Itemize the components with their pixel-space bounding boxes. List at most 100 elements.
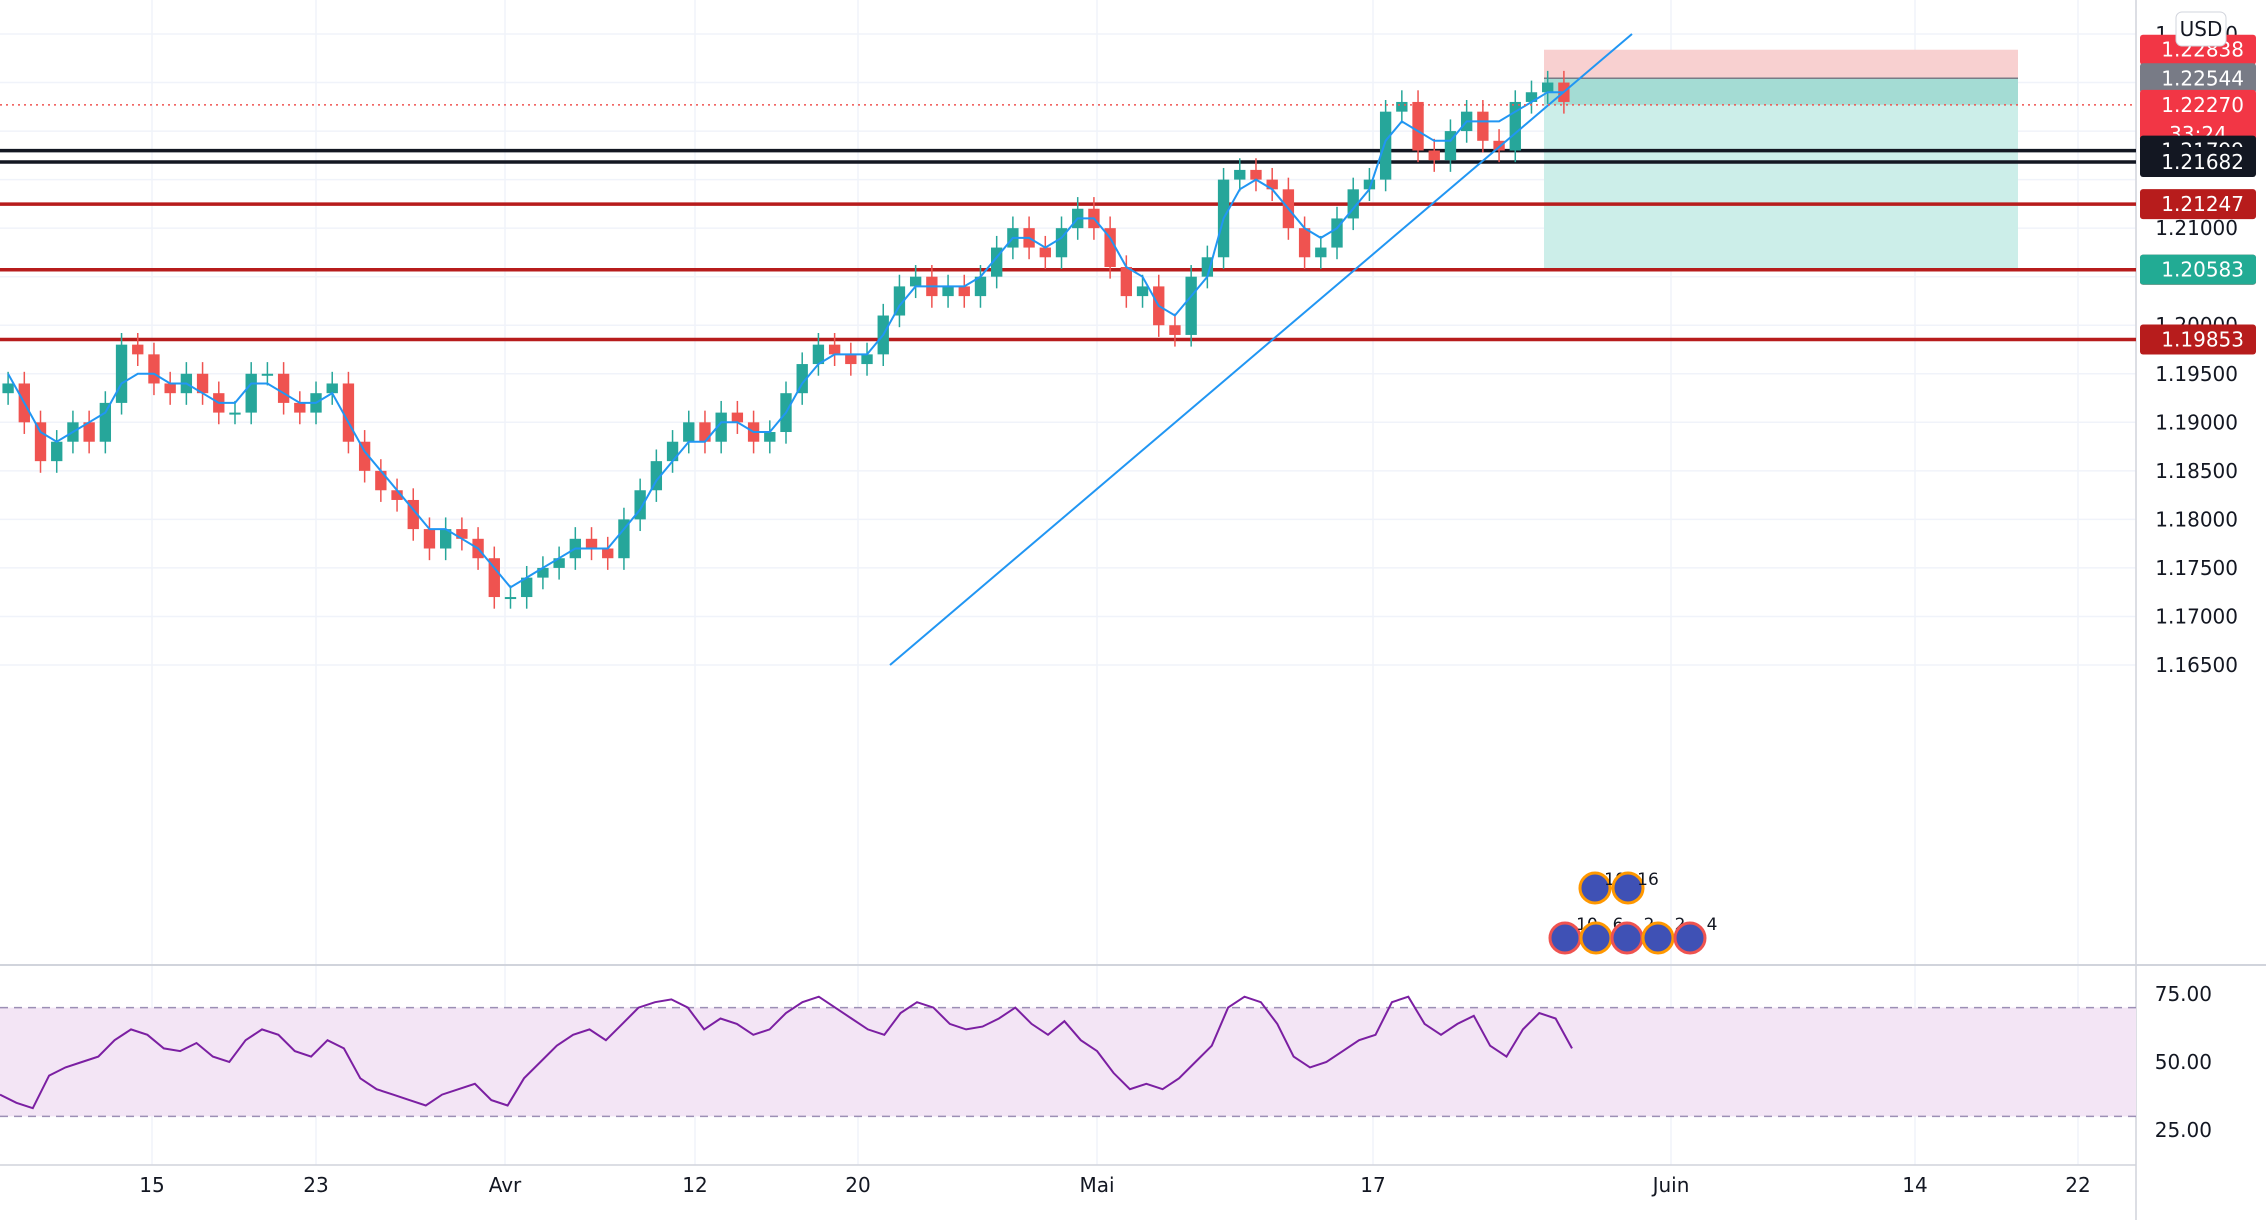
level-badge-text: 1.21682	[2161, 150, 2244, 174]
candle-body	[909, 276, 922, 287]
candle-body	[83, 422, 95, 442]
candle-body	[1136, 286, 1149, 297]
candle-body	[375, 470, 387, 491]
price-tick-label: 1.16500	[2155, 653, 2238, 677]
candle-body	[504, 597, 517, 600]
currency-label[interactable]: USD	[2175, 11, 2227, 47]
rsi-line	[0, 995, 1573, 1110]
horizontal-levels[interactable]	[0, 148, 2136, 342]
candle-body	[1315, 247, 1327, 258]
candle-body	[1509, 101, 1521, 151]
candle-body	[715, 412, 727, 442]
candle-body	[650, 461, 663, 491]
time-tick-label: Mai	[1079, 1173, 1114, 1197]
price-tick-label: 1.18000	[2155, 507, 2238, 531]
stop-badge	[2140, 34, 2256, 65]
candle-body	[488, 558, 500, 598]
candle-body	[958, 286, 970, 297]
candle-body	[423, 529, 436, 549]
candle-body	[618, 519, 630, 559]
candle-body	[666, 441, 679, 462]
moving-average-line	[7, 91, 1564, 589]
candle-body	[1234, 169, 1246, 180]
candle-body	[893, 286, 906, 316]
level-badge	[2140, 146, 2256, 177]
candle-body	[115, 344, 128, 403]
candle-body	[148, 354, 160, 384]
event-flag-icon	[1579, 921, 1613, 955]
candle-body	[1266, 179, 1278, 190]
entry-badge-text: 1.22544	[2161, 66, 2244, 90]
price-axis[interactable]: 1.230001.210001.200001.195001.190001.185…	[2155, 22, 2238, 1142]
candle-body	[1185, 276, 1197, 335]
candle-body	[407, 499, 419, 530]
rsi-tick-label: 25.00	[2155, 1118, 2212, 1142]
price-tick-label: 1.19500	[2155, 362, 2238, 386]
candle-body	[1347, 189, 1359, 219]
candle-body	[51, 441, 63, 462]
candle-body	[132, 344, 144, 355]
event-markers[interactable]: 1016106224	[1548, 870, 1717, 955]
candle-body	[1250, 169, 1262, 180]
open-profit-zone	[1544, 78, 2018, 105]
candle-body	[845, 354, 857, 365]
candle-body	[991, 247, 1003, 277]
time-axis[interactable]: 15 23 Avr 12 20 Mai 17 Juin 14 22	[139, 1173, 2090, 1197]
candle-body	[1493, 140, 1505, 151]
level-badge-text: 1.19853	[2161, 328, 2244, 352]
candle-body	[456, 529, 468, 539]
candle-body	[439, 529, 452, 549]
candle-body	[699, 422, 711, 442]
stop-loss-zone	[1544, 49, 2018, 79]
time-tick-label: 17	[1360, 1173, 1385, 1197]
position-tool[interactable]	[1544, 49, 2018, 269]
candle-body	[942, 286, 954, 297]
candle-body	[1298, 228, 1311, 258]
candle-body	[391, 490, 403, 500]
entry-badge	[2140, 63, 2256, 94]
candle-body	[602, 548, 614, 559]
event-flag-icon	[1641, 921, 1675, 955]
candle-body	[358, 441, 371, 471]
candle-body	[34, 422, 47, 462]
candle-body	[634, 490, 646, 520]
event-flag-icon	[1578, 871, 1612, 905]
candle-body	[1055, 228, 1068, 258]
candle-body	[196, 373, 209, 394]
price-badges: 1.228381.225441.2227033:241.217991.21682…	[2140, 34, 2256, 355]
candle-body	[1120, 266, 1133, 297]
level-badge	[2140, 324, 2256, 355]
candle-body	[342, 383, 355, 442]
time-tick-label: 20	[845, 1173, 870, 1197]
currency-text: USD	[2180, 17, 2223, 41]
price-tick-label: 1.17500	[2155, 556, 2238, 580]
candle-body	[164, 383, 176, 394]
candle-body	[326, 383, 338, 394]
time-tick-label: 23	[303, 1173, 328, 1197]
last-price-badge	[2140, 89, 2256, 148]
target-badge	[2140, 254, 2256, 285]
candle-body	[1477, 111, 1489, 141]
candle-body	[553, 558, 565, 568]
candle-body	[245, 373, 257, 413]
candle-body	[229, 412, 241, 415]
candle-body	[1379, 111, 1392, 180]
event-flag-icon	[1610, 921, 1644, 955]
trend-line[interactable]	[889, 33, 1633, 666]
candle-body	[261, 373, 274, 376]
candle-body	[1331, 218, 1343, 248]
candle-body	[2, 383, 14, 394]
candle-body	[1444, 131, 1457, 161]
time-tick-label: Avr	[489, 1173, 522, 1197]
candle-body	[585, 538, 598, 549]
event-count: 16	[1637, 870, 1659, 890]
candle-body	[1396, 101, 1408, 112]
level-badge	[2140, 189, 2256, 220]
price-tick-label: 1.18500	[2155, 459, 2238, 483]
candle-body	[1201, 257, 1214, 277]
price-tick-label: 1.21000	[2155, 216, 2238, 240]
candle-body	[521, 577, 533, 598]
candle-body	[1428, 150, 1440, 161]
